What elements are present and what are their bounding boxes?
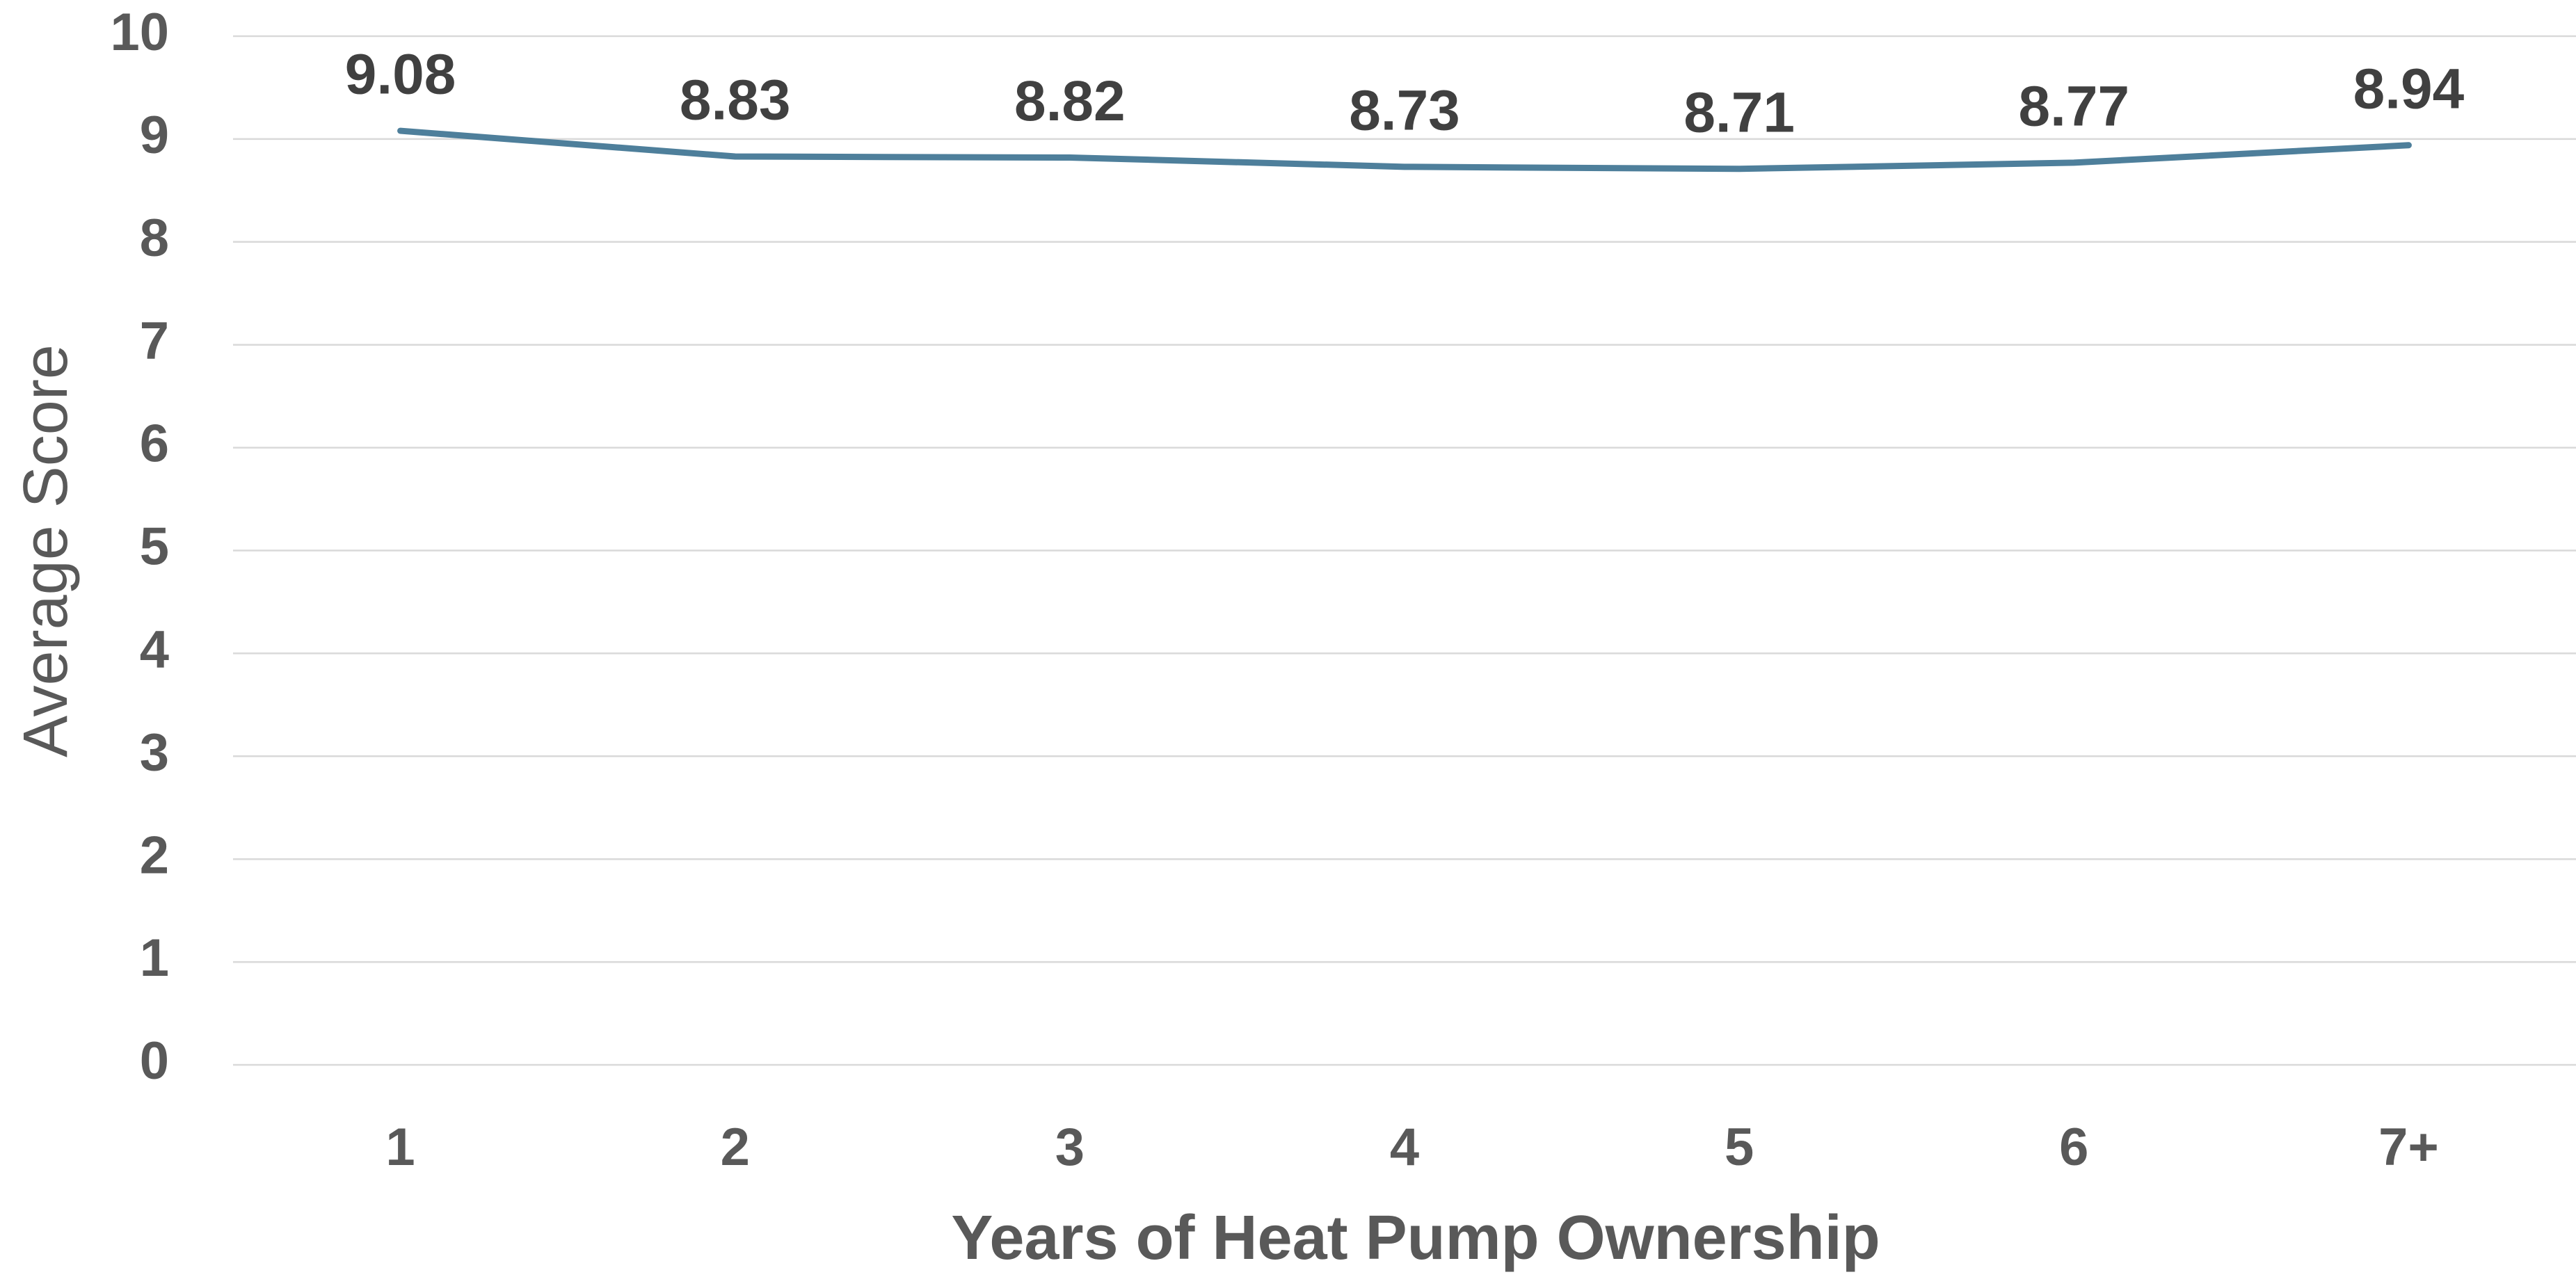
y-tick-label: 9 [140, 106, 169, 165]
data-label: 8.83 [680, 69, 791, 132]
data-label: 8.82 [1014, 70, 1126, 133]
x-tick-label: 7+ [2378, 1118, 2439, 1177]
x-axis-title: Years of Heat Pump Ownership [951, 1203, 1880, 1273]
data-label: 8.71 [1683, 81, 1795, 144]
x-tick-label: 2 [721, 1118, 750, 1177]
y-tick-label: 3 [140, 723, 169, 782]
x-tick-label: 6 [2059, 1118, 2088, 1177]
line [397, 127, 2412, 172]
y-tick-label: 5 [140, 517, 169, 577]
data-label: 8.77 [2018, 75, 2129, 138]
y-tick-label: 8 [140, 209, 169, 268]
y-tick-label: 2 [140, 826, 169, 885]
data-label: 9.08 [345, 43, 456, 106]
x-tick-label: 1 [385, 1118, 415, 1177]
data-label: 8.73 [1349, 79, 1460, 142]
y-tick-label: 10 [110, 3, 169, 62]
y-axis-title: Average Score [11, 344, 81, 757]
y-tick-label: 4 [140, 620, 169, 679]
y-tick-label: 1 [140, 929, 169, 988]
data-label: 8.94 [2353, 57, 2465, 120]
x-tick-label: 3 [1055, 1118, 1085, 1177]
y-tick-label: 6 [140, 415, 169, 474]
y-tick-label: 7 [140, 312, 169, 371]
x-tick-label: 4 [1390, 1118, 1419, 1177]
x-tick-label: 5 [1725, 1118, 1754, 1177]
y-tick-label: 0 [140, 1031, 169, 1091]
